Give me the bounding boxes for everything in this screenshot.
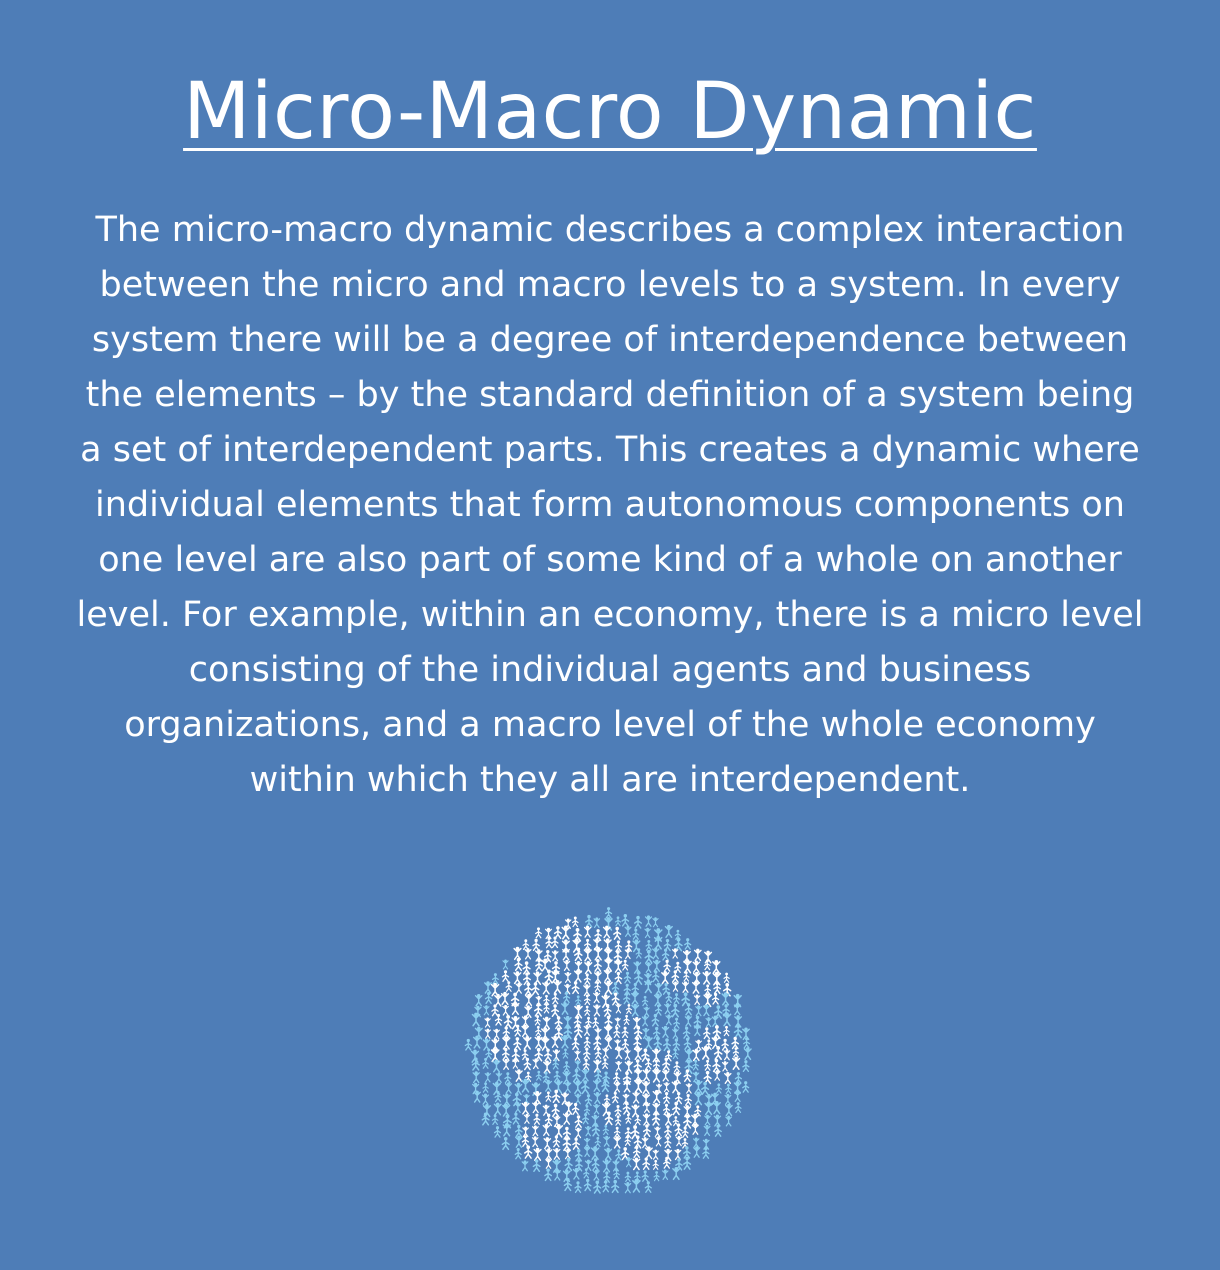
globe-of-people-icon (456, 903, 762, 1203)
page-title: Micro-Macro Dynamic (0, 62, 1220, 162)
globe-figures (464, 907, 752, 1194)
page-title-text: Micro-Macro Dynamic (183, 67, 1037, 157)
description-paragraph: The micro-macro dynamic describes a comp… (76, 210, 1144, 800)
